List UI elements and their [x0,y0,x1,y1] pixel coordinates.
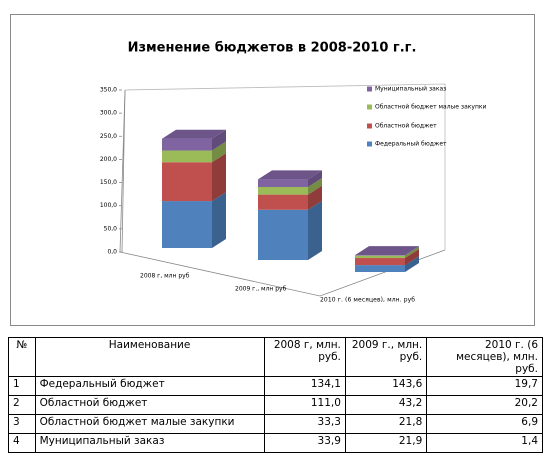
floor [119,89,446,297]
cell: 134,1 [263,376,346,396]
bar-top [258,170,322,180]
bar-side [308,170,322,187]
bar-side [405,256,419,272]
row: 1 Федеральный бюджет 134,1 143,6 19,7 [8,376,543,396]
row: 2 Областной бюджет 111,0 43,2 20,2 [8,395,543,415]
chart: Изменение бюджетов в 2008-2010 г.г. 0,0 5… [10,14,535,326]
cell: Областной бюджет малые закупки [34,414,265,434]
bar-side [405,249,419,266]
y-tick-label: 0,0 [107,249,117,256]
bar-front [162,138,212,151]
legend-swatch [367,141,372,147]
cell: 20,2 [426,395,543,415]
bar-front [162,201,212,248]
cell: № [8,337,36,377]
bar-side [405,246,419,259]
y-tick-label: 250,0 [100,133,117,140]
cell: Наименование [34,337,265,377]
bar-top [162,129,226,139]
cell: 6,9 [426,414,543,434]
bar-front [162,162,212,202]
legend-label: Муниципальный заказ [375,86,446,93]
y-tick-label: 200,0 [100,156,117,163]
y-tick-label: 50,0 [104,225,118,232]
bar-front [258,186,308,195]
legend-label: Областной бюджет [375,123,437,130]
bar-side [308,200,322,260]
bar-side [212,153,226,202]
legend-label: Федеральный бюджет [375,141,447,148]
header-row: № Наименование 2008 г, млн. руб. 2009 г., м… [8,337,543,377]
cell: Федеральный бюджет [34,376,265,396]
x-tick-label: 2010 г. (6 месяцев), млн. руб [320,297,415,304]
bar-front [258,179,308,187]
bar-side [308,185,322,210]
legend-label: Областной бюджет малые закупки [375,104,486,111]
bar-front [355,265,405,272]
legend-swatch [367,123,372,129]
cell: 19,7 [426,376,543,396]
row: 4 Муниципальный заказ 33,9 21,9 1,4 [8,433,543,453]
cell: 43,2 [344,395,428,415]
bar-front [162,150,212,163]
cell: 2008 г, млн. руб. [263,337,346,377]
bar-side [212,129,226,151]
cell: 1,4 [426,433,543,453]
legend-swatch [367,104,372,110]
cell: 21,9 [344,433,428,453]
back-wall [124,83,446,250]
bar-front [355,255,405,259]
bar-side [212,192,226,248]
y-tick-label: 150,0 [100,179,117,186]
y-tick-label: 350,0 [100,87,117,94]
cell: 143,6 [344,376,428,396]
cell: 2009 г., млн. руб. [344,337,428,377]
bar-front [355,258,405,266]
x-tick-label: 2008 г, млн руб [140,273,190,280]
bar-side [212,141,226,163]
bar-front [258,209,308,260]
cell: 2010 г. (6 месяцев), млн. руб. [426,337,543,377]
cell: 4 [8,433,36,453]
cell: 21,8 [344,414,428,434]
cell: 3 [8,414,36,434]
bar-front [258,194,308,210]
cell: 111,0 [263,395,346,415]
row: 3 Областной бюджет малые закупки 33,3 21,8 6… [8,414,543,434]
y-tick-label: 100,0 [100,202,117,209]
bar-side [308,177,322,195]
y-axis [121,89,126,253]
chart-frame [10,14,535,326]
legend-swatch [367,86,372,92]
table: № Наименование 2008 г, млн. руб. 2009 г., м… [8,337,543,453]
bar-side [405,246,419,256]
chart-title: Изменение бюджетов в 2008-2010 г.г. [128,41,417,56]
x-tick-label: 2009 г., млн руб [235,286,287,293]
cell: 1 [8,376,36,396]
y-tick-label: 300,0 [100,110,117,117]
cell: Областной бюджет [34,395,265,415]
bar-top [355,246,419,256]
cell: Муниципальный заказ [34,433,265,453]
cell: 33,9 [263,433,346,453]
cell: 33,3 [263,414,346,434]
cell: 2 [8,395,36,415]
